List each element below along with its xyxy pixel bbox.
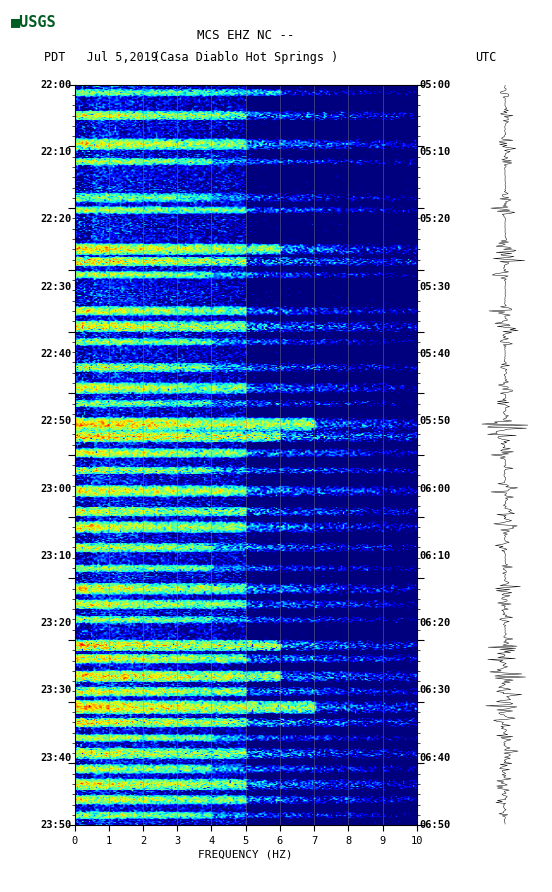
Text: 06:40: 06:40 bbox=[420, 753, 451, 763]
Text: 23:20: 23:20 bbox=[40, 618, 72, 628]
Text: PDT   Jul 5,2019: PDT Jul 5,2019 bbox=[44, 51, 158, 63]
Text: 05:30: 05:30 bbox=[420, 282, 451, 292]
X-axis label: FREQUENCY (HZ): FREQUENCY (HZ) bbox=[198, 850, 293, 860]
Text: 22:40: 22:40 bbox=[40, 349, 72, 359]
Text: (Casa Diablo Hot Springs ): (Casa Diablo Hot Springs ) bbox=[153, 51, 338, 63]
Text: 23:00: 23:00 bbox=[40, 483, 72, 493]
Text: 05:00: 05:00 bbox=[420, 79, 451, 90]
Text: UTC: UTC bbox=[475, 51, 496, 63]
Text: 23:40: 23:40 bbox=[40, 753, 72, 763]
Text: 23:50: 23:50 bbox=[40, 820, 72, 830]
Text: 05:10: 05:10 bbox=[420, 147, 451, 157]
Text: 06:20: 06:20 bbox=[420, 618, 451, 628]
Text: 05:20: 05:20 bbox=[420, 214, 451, 225]
Text: 06:30: 06:30 bbox=[420, 685, 451, 696]
Text: 23:30: 23:30 bbox=[40, 685, 72, 696]
Text: 05:50: 05:50 bbox=[420, 417, 451, 426]
Text: 22:50: 22:50 bbox=[40, 417, 72, 426]
Text: 05:40: 05:40 bbox=[420, 349, 451, 359]
Text: 22:10: 22:10 bbox=[40, 147, 72, 157]
Text: 06:50: 06:50 bbox=[420, 820, 451, 830]
Text: MCS EHZ NC --: MCS EHZ NC -- bbox=[197, 29, 294, 42]
Text: ■USGS: ■USGS bbox=[11, 14, 57, 29]
Text: 23:10: 23:10 bbox=[40, 551, 72, 561]
Text: 22:30: 22:30 bbox=[40, 282, 72, 292]
Text: 22:20: 22:20 bbox=[40, 214, 72, 225]
Text: 22:00: 22:00 bbox=[40, 79, 72, 90]
Text: 06:00: 06:00 bbox=[420, 483, 451, 493]
Text: 06:10: 06:10 bbox=[420, 551, 451, 561]
